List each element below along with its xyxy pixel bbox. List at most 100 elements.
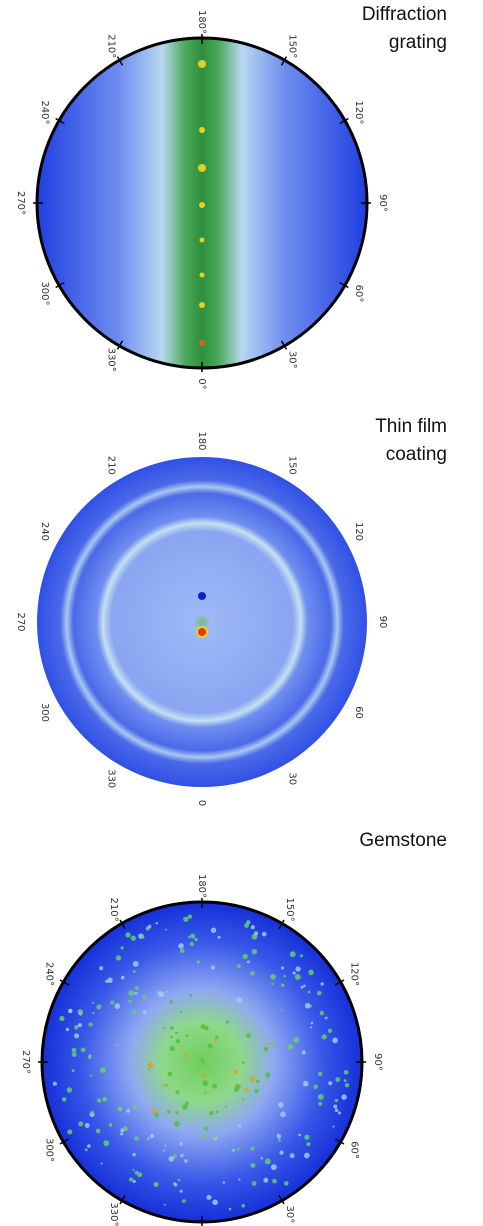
speckle — [302, 1050, 306, 1054]
speckle — [121, 976, 125, 980]
speckle — [243, 954, 248, 959]
speckle — [203, 1074, 207, 1078]
angle-label: 30° — [287, 351, 298, 369]
speckle — [244, 1088, 248, 1092]
speckle — [190, 942, 194, 946]
angle-label: 60° — [353, 285, 364, 303]
speckle — [182, 1104, 188, 1110]
speckle — [344, 1079, 347, 1082]
speckle — [305, 1003, 311, 1009]
speckle — [66, 1028, 69, 1031]
speckle — [271, 1164, 277, 1170]
speckle — [85, 1148, 88, 1151]
panel-label: Gemstone — [359, 830, 447, 851]
speckle — [333, 1104, 337, 1108]
speckle — [226, 1020, 229, 1023]
speckle — [134, 1136, 139, 1141]
speckle — [281, 983, 285, 987]
speckle — [242, 1098, 244, 1100]
angle-label: 180° — [196, 874, 207, 898]
speckle — [318, 1102, 322, 1106]
speckle — [270, 974, 276, 980]
speckle — [116, 955, 121, 960]
speckle — [202, 1134, 207, 1139]
speckle — [101, 1162, 103, 1164]
speckle — [266, 1074, 270, 1078]
speckle — [96, 1004, 101, 1009]
speckle — [281, 966, 284, 969]
speckle — [332, 1038, 338, 1044]
speckle — [132, 1153, 136, 1157]
speckle — [176, 1111, 179, 1114]
speckle — [332, 1125, 334, 1127]
panel-label: Diffraction — [362, 4, 447, 25]
speckle — [78, 1009, 83, 1014]
speckle — [168, 1072, 173, 1077]
speckle — [137, 1172, 142, 1177]
speckle — [163, 1150, 165, 1152]
angle-label: 60° — [348, 1141, 359, 1159]
speckle — [133, 1105, 138, 1110]
speckle — [251, 1163, 256, 1168]
speckle — [216, 1111, 219, 1114]
speckle — [311, 1022, 314, 1025]
speckle — [182, 1199, 186, 1203]
speckle — [244, 923, 249, 928]
speckle — [184, 1159, 188, 1163]
angle-label: 300° — [39, 281, 50, 305]
speckle — [278, 1102, 284, 1108]
angle-label: 150 — [287, 456, 298, 475]
speckle — [246, 1033, 251, 1038]
speckle — [74, 1033, 79, 1038]
speckle — [211, 966, 215, 970]
speckle — [262, 932, 267, 937]
speckle — [194, 938, 198, 942]
speckle — [232, 1149, 235, 1152]
speckle — [212, 1084, 217, 1089]
speckle — [107, 977, 112, 982]
speckle — [129, 990, 135, 996]
angle-label: 0 — [196, 800, 207, 806]
speckle — [166, 1084, 168, 1086]
speckle — [170, 1026, 174, 1030]
angle-label: 210° — [108, 898, 119, 922]
angle-label: 60 — [353, 706, 364, 719]
speckle — [254, 931, 258, 935]
speckle — [247, 960, 250, 963]
plot-1: 0°30°60°90°120°150°180°210°240°270°300°3… — [15, 10, 388, 390]
polar-plot — [37, 457, 367, 787]
speckle — [180, 1154, 184, 1158]
speckle — [186, 1034, 189, 1037]
speckle — [91, 1111, 95, 1115]
speckle — [278, 1139, 281, 1142]
speckle — [117, 1106, 122, 1111]
speckle — [154, 1113, 159, 1118]
speckle — [138, 1049, 140, 1051]
speckle — [237, 1148, 240, 1151]
speckle — [175, 1032, 178, 1035]
speckle — [271, 983, 273, 985]
angle-label: 240° — [39, 100, 50, 124]
speckle — [202, 1080, 208, 1086]
speckle — [183, 917, 188, 922]
angle-label: 240 — [39, 522, 50, 541]
speckle — [236, 997, 242, 1003]
speckle — [250, 1147, 254, 1151]
speckle — [96, 1129, 101, 1134]
speckle — [250, 1076, 255, 1081]
speckle — [201, 1024, 206, 1029]
speckle — [152, 1108, 157, 1113]
speckle — [254, 1089, 259, 1094]
speckle — [328, 1029, 332, 1033]
speckle — [283, 975, 286, 978]
speckle — [169, 1156, 175, 1162]
angle-label: 300° — [44, 1138, 55, 1162]
plot-2: 0306090120150180210240270300330 — [15, 431, 388, 806]
speckle — [115, 1003, 121, 1009]
speckle — [320, 1011, 324, 1015]
speckle — [281, 1009, 283, 1011]
speckle — [325, 1017, 328, 1020]
speckle — [208, 1043, 213, 1048]
speckle — [99, 966, 103, 970]
speckle — [247, 1002, 250, 1005]
